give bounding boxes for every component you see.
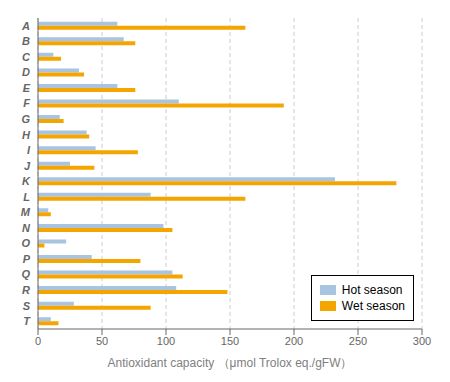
- svg-text:250: 250: [349, 335, 367, 347]
- svg-text:L: L: [23, 191, 30, 203]
- svg-text:200: 200: [285, 335, 303, 347]
- svg-text:150: 150: [221, 335, 239, 347]
- svg-text:D: D: [22, 66, 30, 78]
- svg-text:H: H: [22, 129, 31, 141]
- svg-text:50: 50: [96, 335, 108, 347]
- svg-text:0: 0: [35, 335, 41, 347]
- svg-text:T: T: [23, 315, 31, 327]
- svg-text:K: K: [22, 175, 31, 187]
- html-text:Hot season: Hot season: [341, 283, 403, 297]
- svg-text:O: O: [21, 237, 30, 249]
- svg-text:P: P: [23, 253, 31, 265]
- svg-text:J: J: [24, 160, 31, 172]
- svg-text:G: G: [21, 113, 30, 125]
- html-text:Wet season: Wet season: [341, 299, 405, 313]
- svg-text:I: I: [27, 144, 31, 156]
- svg-text:S: S: [23, 300, 31, 312]
- svg-text:E: E: [23, 82, 31, 94]
- svg-text:R: R: [22, 284, 30, 296]
- svg-text:M: M: [21, 206, 31, 218]
- svg-text:Antioxidant capacity （μmol Tro: Antioxidant capacity （μmol Trolox eq./gF…: [107, 356, 352, 370]
- svg-text:N: N: [22, 222, 31, 234]
- svg-text:100: 100: [157, 335, 175, 347]
- svg-text:A: A: [21, 20, 30, 32]
- svg-text:Q: Q: [21, 268, 30, 280]
- svg-text:300: 300: [413, 335, 431, 347]
- svg-text:F: F: [23, 97, 30, 109]
- svg-text:C: C: [22, 51, 31, 63]
- svg-text:B: B: [22, 35, 30, 47]
